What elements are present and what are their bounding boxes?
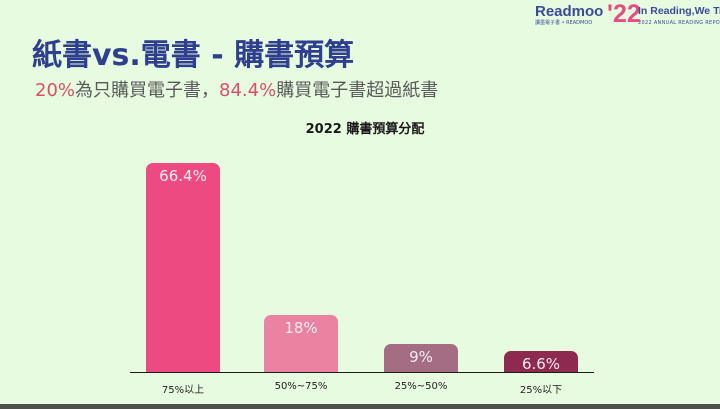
readmoo-logo: Readmoo '22 In Reading,We Trust 讀墨電子書 • … (535, 0, 720, 29)
subtitle-text-1: 為只購買電子書， (75, 80, 220, 101)
bar-25-50: 9% (384, 343, 458, 372)
x-tick-label: 75%以上 (161, 385, 205, 396)
x-tick-label: 25%~50% (394, 381, 448, 392)
bar-value-label: 9% (409, 347, 433, 366)
subtitle-highlight-1: 20% (35, 80, 76, 101)
chart-title: 2022 購書預算分配 (305, 122, 425, 137)
slide-title: 紙書vs.電書 - 購書預算 (32, 38, 355, 73)
bar-value-label: 6.6% (521, 355, 561, 374)
slide-subtitle: 20%為只購買電子書，84.4%購買電子書超過紙書 (35, 76, 438, 102)
bar-25-below: 6.6% (504, 351, 578, 374)
subtitle-highlight-2: 84.4% (219, 80, 277, 101)
bar-50-75: 18% (264, 315, 338, 372)
bar-75-plus: 66.4% (146, 163, 220, 372)
bar-value-label: 66.4% (159, 167, 207, 185)
bottom-border (0, 404, 720, 409)
bar-chart: 66.4% 18% 9% 6.6% (130, 150, 594, 373)
logo-year: '22 (607, 0, 641, 28)
bar-value-label: 18% (284, 319, 318, 338)
x-tick-label: 50%~75% (274, 381, 328, 392)
logo-brand-sub: 讀墨電子書 • READMOO (535, 20, 593, 26)
subtitle-text-2: 購買電子書超過紙書 (276, 80, 439, 101)
logo-tagline: In Reading,We Trust (638, 5, 720, 17)
logo-report-sub: 2022 ANNUAL READING REPORT (638, 20, 720, 26)
x-tick-label: 25%以下 (519, 385, 563, 396)
logo-brand: Readmoo (535, 3, 604, 20)
x-axis-line (130, 371, 594, 373)
